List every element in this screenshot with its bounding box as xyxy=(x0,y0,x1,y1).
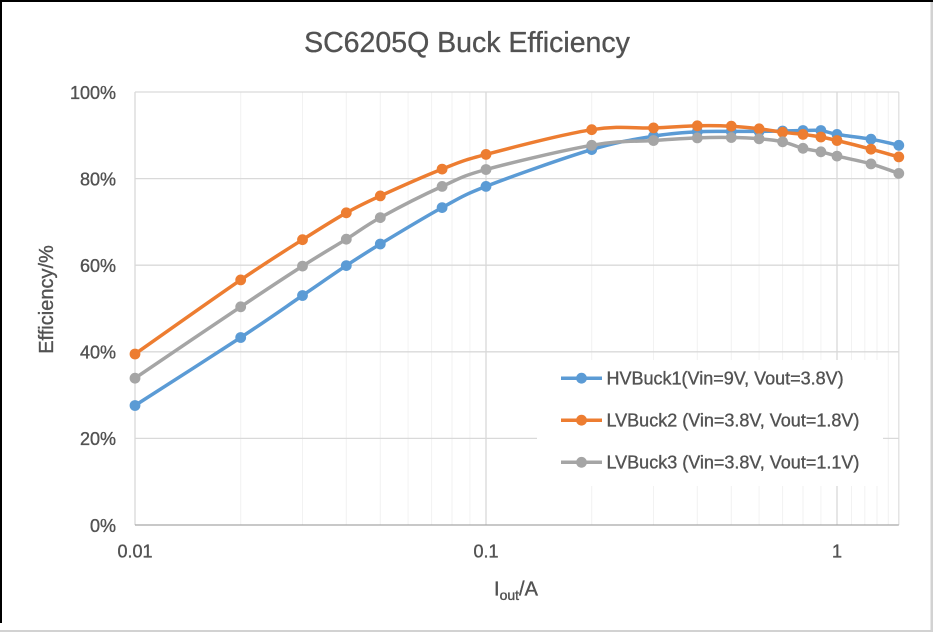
svg-text:100%: 100% xyxy=(70,83,116,103)
svg-text:0%: 0% xyxy=(90,516,116,536)
svg-text:Efficiency/%: Efficiency/% xyxy=(36,245,58,354)
svg-text:SC6205Q Buck Efficiency: SC6205Q Buck Efficiency xyxy=(304,27,631,59)
svg-text:80%: 80% xyxy=(80,169,116,189)
svg-text:LVBuck2 (Vin=3.8V, Vout=1.8V): LVBuck2 (Vin=3.8V, Vout=1.8V) xyxy=(607,410,860,430)
svg-text:HVBuck1(Vin=9V, Vout=3.8V): HVBuck1(Vin=9V, Vout=3.8V) xyxy=(607,368,844,388)
svg-text:0.1: 0.1 xyxy=(473,542,498,562)
svg-text:1: 1 xyxy=(832,542,842,562)
svg-text:20%: 20% xyxy=(80,429,116,449)
svg-text:LVBuck3 (Vin=3.8V, Vout=1.1V): LVBuck3 (Vin=3.8V, Vout=1.1V) xyxy=(607,453,860,473)
svg-text:40%: 40% xyxy=(80,343,116,363)
svg-text:0.01: 0.01 xyxy=(117,542,152,562)
svg-text:60%: 60% xyxy=(80,256,116,276)
